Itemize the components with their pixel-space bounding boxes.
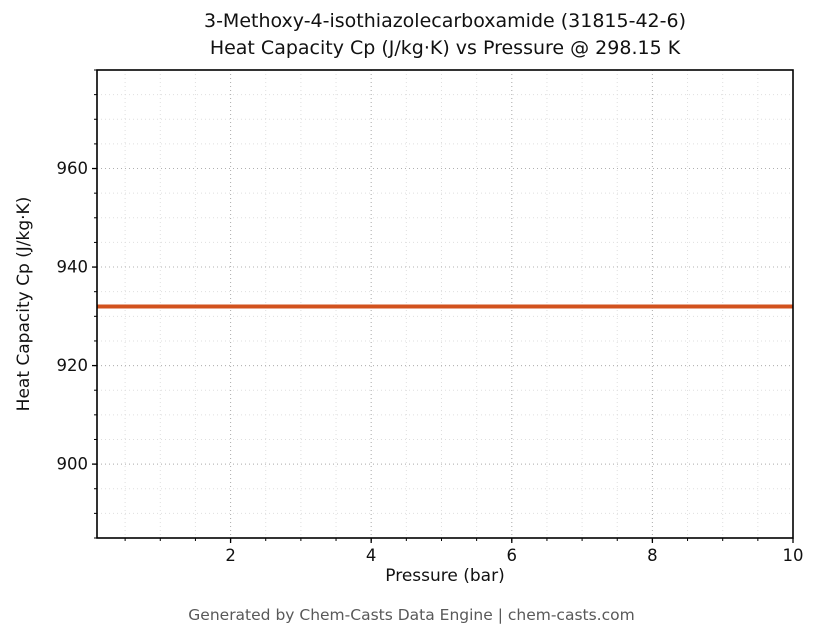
chart-title-line1: 3-Methoxy-4-isothiazolecarboxamide (3181… xyxy=(203,10,686,32)
x-axis-label: Pressure (bar) xyxy=(385,566,505,586)
svg-text:8: 8 xyxy=(647,546,658,565)
svg-text:960: 960 xyxy=(57,159,89,178)
svg-text:2: 2 xyxy=(225,546,236,565)
chart-title-line2: Heat Capacity Cp (J/kg·K) vs Pressure @ … xyxy=(209,37,681,59)
svg-text:940: 940 xyxy=(57,258,89,277)
svg-text:6: 6 xyxy=(507,546,518,565)
svg-text:4: 4 xyxy=(366,546,377,565)
svg-text:920: 920 xyxy=(57,356,89,375)
y-axis-label: Heat Capacity Cp (J/kg·K) xyxy=(14,196,34,412)
footer-credit: Generated by Chem-Casts Data Engine | ch… xyxy=(188,606,635,624)
svg-text:10: 10 xyxy=(783,546,804,565)
chart-title: 3-Methoxy-4-isothiazolecarboxamide (3181… xyxy=(97,8,793,62)
svg-text:900: 900 xyxy=(57,455,89,474)
